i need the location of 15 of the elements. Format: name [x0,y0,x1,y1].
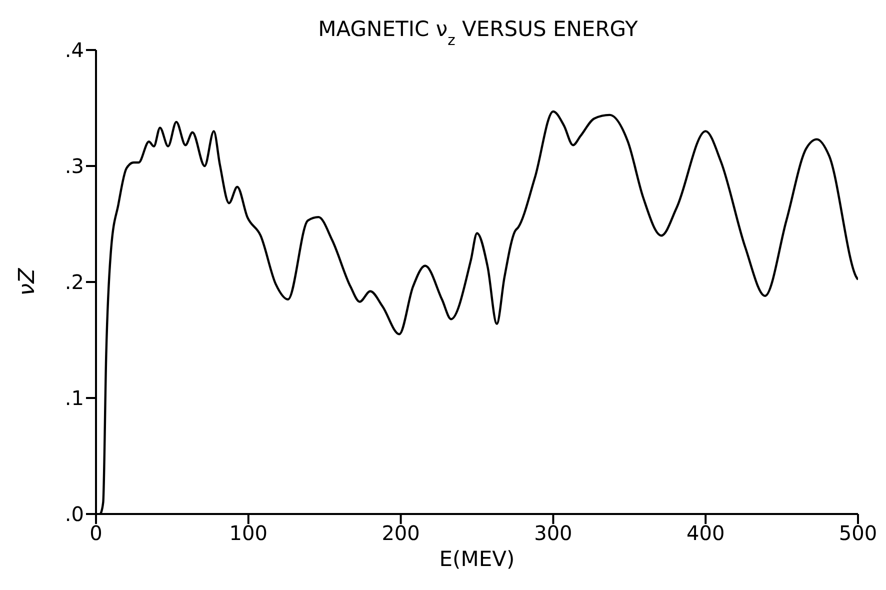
x-tick-label: 500 [838,521,878,546]
y-tick-label: .0 [64,502,84,526]
x-tick-label: 100 [229,521,268,546]
x-tick-label: 200 [382,521,420,546]
y-tick-label: .1 [64,386,84,410]
y-tick-label: .3 [64,154,84,178]
x-axis-title: E(MEV) [439,547,515,571]
x-tick-label: 0 [90,521,102,546]
x-tick-label: 300 [534,521,572,546]
x-tick-label: 400 [686,521,725,546]
y-tick-label: .4 [64,38,84,62]
line-series [99,110,858,514]
y-axis-title: νZ [14,267,40,296]
y-tick-label: .2 [64,270,84,294]
chart-title: MAGNETIC ν$_{z}$ VERSUS ENERGY [318,17,638,48]
